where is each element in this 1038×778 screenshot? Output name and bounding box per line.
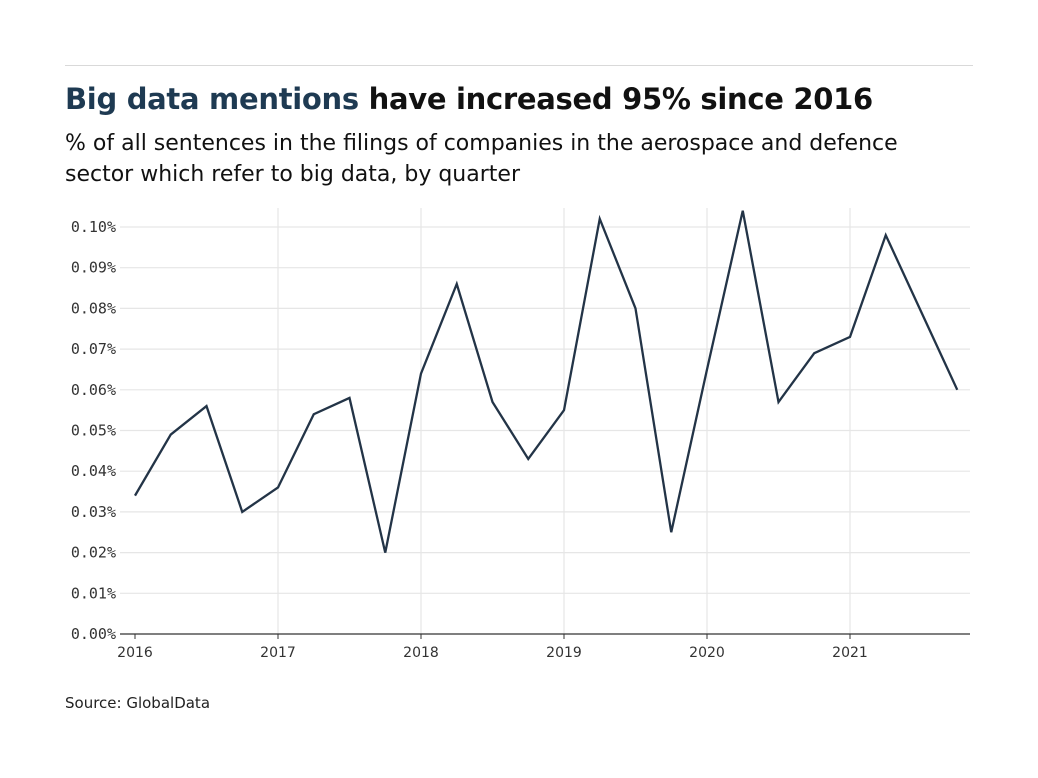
data-line <box>134 210 959 553</box>
chart-title: Big data mentions have increased 95% sin… <box>65 82 873 116</box>
chart-subtitle: % of all sentences in the filings of com… <box>65 131 898 187</box>
y-tick-label: 0.02% <box>71 544 116 562</box>
x-tick-label: 2021 <box>832 645 868 661</box>
title-highlight: Big data mentions <box>65 82 359 116</box>
y-tick-label: 0.09% <box>71 259 116 277</box>
x-tick-label: 2017 <box>260 645 296 661</box>
y-tick-label: 0.07% <box>71 340 116 358</box>
x-tick-label: 2019 <box>546 645 582 661</box>
y-tick-label: 0.05% <box>71 422 116 440</box>
y-tick-label: 0.06% <box>71 381 116 399</box>
x-tick-label: 2018 <box>403 645 439 661</box>
title-rest: have increased 95% since 2016 <box>358 82 874 116</box>
y-tick-label: 0.00% <box>71 625 116 643</box>
top-rule <box>65 65 973 66</box>
y-tick-label: 0.03% <box>71 503 116 521</box>
x-tick-label: 2016 <box>117 645 153 661</box>
x-tick-label: 2020 <box>689 645 725 661</box>
y-tick-label: 0.01% <box>71 584 116 602</box>
y-tick-label: 0.04% <box>71 462 116 480</box>
y-tick-label: 0.10% <box>71 218 116 236</box>
source-note: Source: GlobalData <box>65 694 211 712</box>
y-tick-label: 0.08% <box>71 299 116 317</box>
